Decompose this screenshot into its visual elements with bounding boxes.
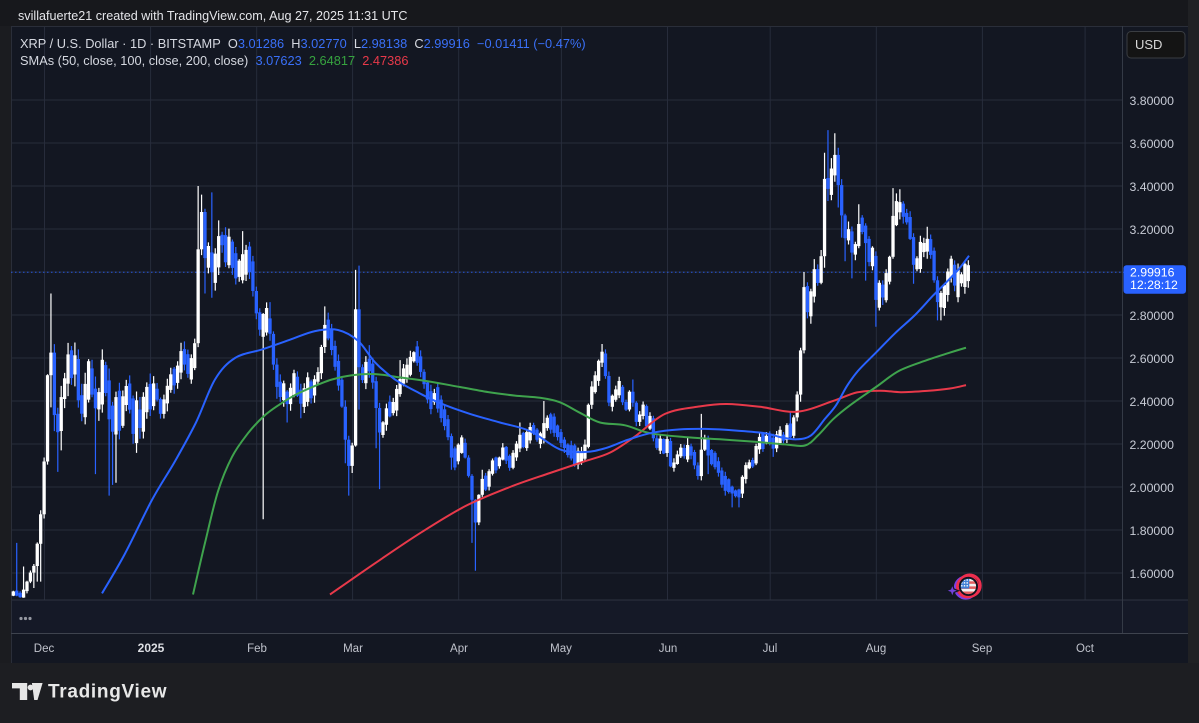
svg-text:XRP / U.S. Dollar · 1D · BITST: XRP / U.S. Dollar · 1D · BITSTAMP O3.012… bbox=[20, 36, 586, 51]
svg-text:2.60000: 2.60000 bbox=[1130, 352, 1175, 366]
svg-text:Jun: Jun bbox=[659, 643, 678, 655]
svg-text:1.60000: 1.60000 bbox=[1130, 567, 1175, 581]
svg-text:2.80000: 2.80000 bbox=[1130, 309, 1175, 323]
svg-text:Dec: Dec bbox=[34, 643, 55, 655]
svg-text:svillafuerte21 created with Tr: svillafuerte21 created with TradingView.… bbox=[18, 9, 407, 23]
svg-text:3.80000: 3.80000 bbox=[1130, 94, 1175, 108]
svg-text:2.40000: 2.40000 bbox=[1130, 395, 1175, 409]
svg-text:3.40000: 3.40000 bbox=[1130, 180, 1175, 194]
svg-text:1.80000: 1.80000 bbox=[1130, 524, 1175, 538]
svg-text:2.00000: 2.00000 bbox=[1130, 481, 1175, 495]
svg-text:SMAs (50, close, 100, close, 2: SMAs (50, close, 100, close, 200, close)… bbox=[20, 53, 408, 68]
svg-text:2.99916: 2.99916 bbox=[1130, 265, 1175, 279]
svg-text:3.60000: 3.60000 bbox=[1130, 137, 1175, 151]
svg-text:2.20000: 2.20000 bbox=[1130, 438, 1175, 452]
svg-text:Sep: Sep bbox=[972, 643, 992, 655]
svg-text:Mar: Mar bbox=[343, 643, 363, 655]
svg-text:3.20000: 3.20000 bbox=[1130, 223, 1175, 237]
svg-text:USD: USD bbox=[1135, 37, 1162, 52]
svg-text:2025: 2025 bbox=[138, 641, 165, 655]
svg-text:TradingView: TradingView bbox=[48, 682, 167, 703]
svg-text:12:28:12: 12:28:12 bbox=[1130, 278, 1178, 292]
svg-text:Aug: Aug bbox=[866, 643, 886, 655]
svg-text:Jul: Jul bbox=[763, 643, 778, 655]
svg-text:Feb: Feb bbox=[247, 643, 267, 655]
svg-text:Apr: Apr bbox=[450, 643, 468, 655]
svg-text:May: May bbox=[550, 643, 572, 655]
svg-text:Oct: Oct bbox=[1076, 643, 1095, 655]
